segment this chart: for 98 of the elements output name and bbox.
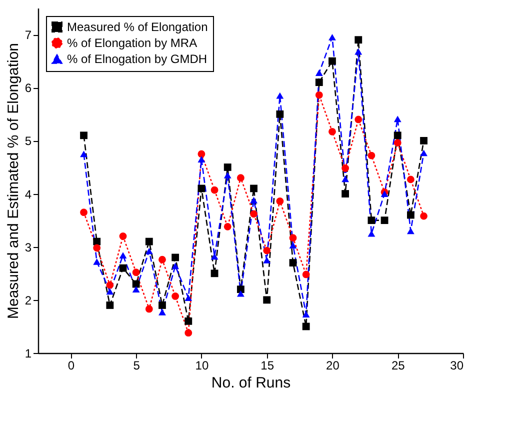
y-axis-title: Measured and Estimated % of Elongation	[4, 43, 22, 319]
point	[184, 329, 192, 337]
point	[106, 302, 114, 309]
point	[315, 91, 323, 99]
point	[145, 305, 153, 313]
point	[302, 311, 310, 318]
point	[224, 172, 232, 178]
point	[158, 256, 166, 264]
point	[93, 244, 101, 252]
point	[368, 230, 376, 237]
point	[158, 308, 166, 316]
legend-label: % of Elongation by MRA	[67, 36, 198, 50]
point	[145, 248, 153, 254]
point	[80, 208, 88, 216]
point	[198, 156, 206, 162]
point	[342, 164, 350, 172]
legend-label: Measured % of Elongation	[67, 20, 208, 34]
point	[250, 196, 258, 204]
point	[302, 270, 310, 278]
point	[406, 211, 414, 219]
point	[172, 292, 180, 300]
point	[368, 152, 376, 160]
point	[106, 281, 114, 289]
point	[172, 254, 180, 262]
point	[250, 184, 258, 192]
point	[420, 136, 428, 144]
point	[328, 57, 336, 65]
x-tick-label: 20	[326, 358, 340, 372]
point	[276, 198, 284, 205]
point	[250, 210, 258, 218]
legend-label: % of Elnogation by GMDH	[67, 52, 208, 66]
point	[394, 139, 402, 147]
point	[263, 246, 271, 254]
y-tick-label: 5	[24, 134, 32, 148]
point	[224, 164, 232, 171]
point	[315, 70, 323, 76]
point	[210, 186, 218, 194]
point	[420, 212, 428, 220]
point	[289, 242, 297, 248]
point	[224, 222, 232, 230]
point	[354, 48, 362, 55]
point	[80, 132, 88, 140]
point	[184, 294, 192, 302]
point	[93, 258, 101, 265]
x-tick-label: 30	[450, 358, 464, 372]
point	[406, 176, 414, 184]
point	[394, 116, 402, 122]
point	[289, 234, 297, 242]
point	[380, 216, 388, 224]
point	[263, 256, 271, 264]
point	[315, 78, 323, 86]
point	[354, 116, 362, 124]
point	[80, 150, 88, 158]
point	[119, 252, 127, 259]
point	[263, 296, 271, 304]
x-tick-label: 5	[133, 358, 140, 372]
point	[276, 92, 284, 99]
point	[132, 268, 140, 276]
y-tick-label: 7	[24, 28, 32, 42]
y-tick-label: 3	[24, 240, 32, 254]
x-tick-label: 15	[260, 358, 274, 372]
y-tick-label: 2	[24, 293, 32, 308]
point	[210, 270, 218, 278]
point	[236, 290, 244, 297]
point	[119, 264, 127, 272]
point	[302, 322, 310, 330]
point	[342, 190, 350, 198]
point	[106, 288, 114, 295]
point	[289, 259, 297, 266]
point	[119, 232, 127, 240]
y-tick-label: 1	[24, 346, 32, 360]
point	[328, 34, 336, 40]
x-tick-label: 0	[68, 358, 75, 372]
point	[328, 128, 336, 136]
point	[236, 174, 244, 182]
point	[172, 262, 180, 270]
point	[184, 317, 192, 325]
point	[394, 132, 402, 140]
point	[93, 238, 101, 246]
point	[145, 238, 153, 246]
point	[132, 280, 140, 288]
point	[158, 302, 166, 309]
point	[420, 150, 428, 156]
point	[342, 176, 350, 182]
y-tick-label: 6	[24, 81, 32, 96]
x-tick-label: 10	[195, 358, 209, 372]
point	[198, 150, 206, 158]
y-tick-label: 4	[24, 187, 32, 202]
point	[210, 253, 218, 260]
point	[380, 190, 388, 197]
x-axis-title: No. of Runs	[211, 374, 291, 392]
point	[236, 286, 244, 294]
x-tick-label: 25	[391, 358, 406, 372]
point	[276, 110, 284, 118]
point	[132, 286, 140, 293]
point	[406, 228, 414, 234]
point	[354, 36, 362, 44]
point	[368, 216, 376, 224]
